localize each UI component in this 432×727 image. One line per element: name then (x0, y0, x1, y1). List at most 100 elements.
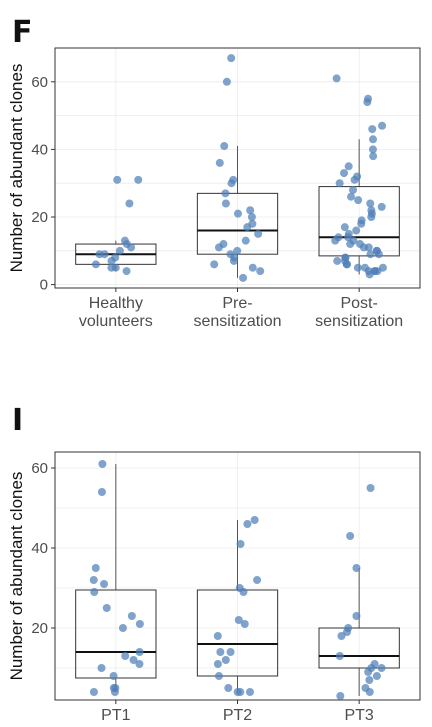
data-point (365, 688, 374, 696)
y-tick-label: 40 (31, 141, 48, 158)
data-point (364, 668, 373, 676)
data-point (352, 226, 361, 235)
y-tick-label: 60 (31, 74, 48, 91)
data-point (377, 202, 386, 211)
data-point (359, 243, 368, 252)
data-point (125, 199, 134, 208)
data-point (215, 158, 224, 167)
data-point (369, 152, 378, 161)
data-point (134, 175, 143, 184)
data-point (347, 192, 356, 201)
data-point (354, 196, 363, 205)
x-tick-label-line: PT2 (223, 707, 252, 724)
data-point (250, 516, 259, 524)
data-point (233, 209, 242, 218)
data-point (243, 223, 252, 232)
data-point (243, 520, 252, 528)
data-point (234, 616, 243, 624)
data-point (240, 620, 249, 628)
x-tick-label: Post-sensitization (315, 295, 403, 330)
data-point (113, 175, 122, 184)
data-point (135, 648, 144, 656)
data-point (368, 125, 377, 134)
data-point (344, 162, 353, 171)
data-point (89, 688, 98, 696)
data-point (357, 219, 366, 228)
data-point (224, 684, 233, 692)
data-point (336, 692, 345, 700)
data-point (110, 688, 119, 696)
data-point (233, 246, 242, 255)
data-point (352, 612, 361, 620)
data-point (214, 243, 223, 252)
y-tick-label: 20 (31, 620, 48, 637)
data-point (127, 612, 136, 620)
panel-label: I (12, 403, 23, 438)
data-point (247, 213, 256, 222)
x-tick-label-line: Healthy (89, 295, 143, 312)
data-point (340, 169, 349, 178)
data-point (374, 250, 383, 259)
data-point (245, 688, 254, 696)
x-tick-label-line: PT3 (344, 707, 373, 724)
data-point (122, 267, 131, 276)
data-point (227, 179, 236, 188)
x-tick-label-line: sensitization (315, 313, 403, 330)
data-point (366, 199, 375, 208)
data-point (378, 121, 387, 130)
data-point (256, 267, 265, 276)
data-point (102, 604, 111, 612)
x-tick-label: PT2 (223, 707, 252, 724)
y-axis-label: Number of abundant clones (7, 64, 26, 273)
data-point (91, 564, 100, 572)
x-tick-label: Pre-sensitization (193, 295, 281, 330)
data-point (107, 256, 116, 265)
data-point (214, 672, 223, 680)
data-point (121, 652, 130, 660)
data-point (221, 189, 230, 198)
data-point (367, 213, 376, 222)
data-point (229, 256, 238, 265)
data-point (109, 672, 118, 680)
data-point (227, 54, 236, 63)
data-point (100, 250, 109, 259)
data-point (365, 676, 374, 684)
data-point (335, 652, 344, 660)
x-tick-label: PT3 (344, 707, 373, 724)
data-point (352, 564, 361, 572)
x-tick-label-line: PT1 (101, 707, 130, 724)
data-point (377, 664, 386, 672)
data-point (210, 260, 219, 269)
data-point (107, 263, 116, 272)
x-tick-label-line: Post- (340, 295, 377, 312)
data-point (254, 229, 263, 238)
data-point (127, 243, 136, 252)
y-tick-label: 40 (31, 540, 48, 557)
y-axis-label: Number of abundant clones (7, 472, 26, 681)
data-point (241, 236, 250, 245)
data-point (342, 260, 351, 269)
data-point (366, 250, 375, 259)
data-point (118, 624, 127, 632)
data-point (115, 246, 124, 255)
panel-f: F 0 20 40 60 Number of abundant clones Healthy… (7, 15, 421, 330)
data-point (97, 488, 106, 496)
data-point (239, 588, 248, 596)
data-point (253, 576, 262, 584)
data-point (340, 223, 349, 232)
data-point (135, 660, 144, 668)
data-point (350, 175, 359, 184)
x-tick-label-line: Pre- (222, 295, 252, 312)
x-tick-label-line: sensitization (193, 313, 281, 330)
data-point (369, 135, 378, 144)
data-point (343, 628, 352, 636)
data-point (337, 632, 346, 640)
data-point (365, 270, 374, 279)
panel-i: I 20 40 60 Number of abundant clones PT1 PT2 PT… (7, 403, 421, 724)
data-point (91, 260, 100, 269)
data-point (98, 460, 107, 468)
data-point (372, 672, 381, 680)
data-point (346, 532, 355, 540)
data-point (332, 74, 341, 83)
